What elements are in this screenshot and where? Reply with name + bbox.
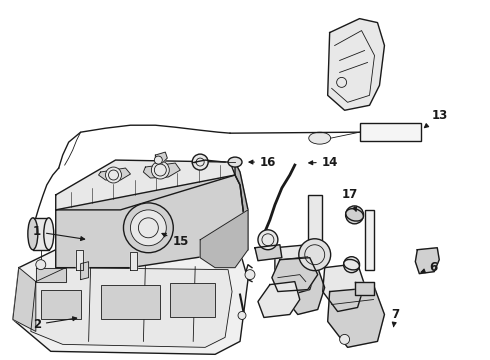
Text: 6: 6 — [421, 261, 438, 274]
Polygon shape — [200, 210, 248, 268]
Text: 2: 2 — [33, 317, 76, 331]
Text: 12: 12 — [0, 359, 1, 360]
Polygon shape — [328, 288, 385, 347]
Bar — [171, 283, 215, 318]
Circle shape — [192, 154, 208, 170]
Text: 3: 3 — [0, 359, 1, 360]
Circle shape — [154, 156, 162, 164]
Polygon shape — [323, 264, 365, 311]
Polygon shape — [98, 168, 130, 180]
Bar — [365, 210, 374, 270]
Polygon shape — [13, 268, 36, 332]
Text: 4: 4 — [0, 359, 1, 360]
Text: 16: 16 — [249, 156, 276, 168]
Circle shape — [245, 270, 255, 280]
Polygon shape — [155, 152, 167, 163]
Ellipse shape — [346, 209, 364, 221]
Circle shape — [36, 260, 46, 270]
Polygon shape — [235, 162, 248, 250]
Polygon shape — [75, 250, 83, 270]
Polygon shape — [355, 282, 374, 294]
Text: 14: 14 — [309, 156, 338, 168]
Ellipse shape — [344, 260, 359, 270]
Circle shape — [343, 257, 360, 273]
Polygon shape — [258, 282, 300, 318]
Polygon shape — [144, 163, 180, 178]
Text: 1: 1 — [33, 225, 85, 240]
Circle shape — [238, 311, 246, 319]
Text: 5: 5 — [0, 359, 1, 360]
Ellipse shape — [28, 218, 38, 250]
Text: 9: 9 — [0, 359, 1, 360]
Polygon shape — [36, 268, 66, 282]
Polygon shape — [130, 252, 137, 270]
Polygon shape — [31, 268, 232, 347]
Polygon shape — [328, 19, 385, 110]
Polygon shape — [81, 262, 89, 280]
Bar — [308, 195, 322, 260]
Bar — [100, 285, 160, 319]
Polygon shape — [56, 160, 235, 210]
Text: 5: 5 — [0, 359, 1, 360]
Circle shape — [299, 239, 331, 271]
Text: 10: 10 — [0, 359, 1, 360]
Polygon shape — [13, 250, 248, 354]
Text: 11: 11 — [0, 359, 1, 360]
Text: 17: 17 — [342, 188, 358, 211]
Polygon shape — [283, 268, 325, 315]
Polygon shape — [272, 258, 318, 292]
Ellipse shape — [44, 218, 54, 250]
Text: 15: 15 — [162, 233, 189, 248]
Polygon shape — [416, 248, 439, 274]
Text: 7: 7 — [392, 308, 399, 327]
Ellipse shape — [228, 157, 242, 167]
Circle shape — [123, 203, 173, 253]
Polygon shape — [255, 245, 282, 261]
Bar — [360, 123, 421, 141]
Text: 13: 13 — [424, 109, 447, 128]
Polygon shape — [33, 218, 49, 250]
Circle shape — [340, 334, 349, 345]
Circle shape — [345, 206, 364, 224]
Circle shape — [337, 77, 346, 87]
Circle shape — [258, 230, 278, 250]
Text: 8: 8 — [0, 359, 1, 360]
Ellipse shape — [309, 132, 331, 144]
Circle shape — [130, 210, 166, 246]
Circle shape — [151, 161, 169, 179]
Polygon shape — [56, 175, 248, 268]
Polygon shape — [275, 245, 318, 294]
Bar — [41, 289, 81, 319]
Circle shape — [105, 167, 122, 183]
